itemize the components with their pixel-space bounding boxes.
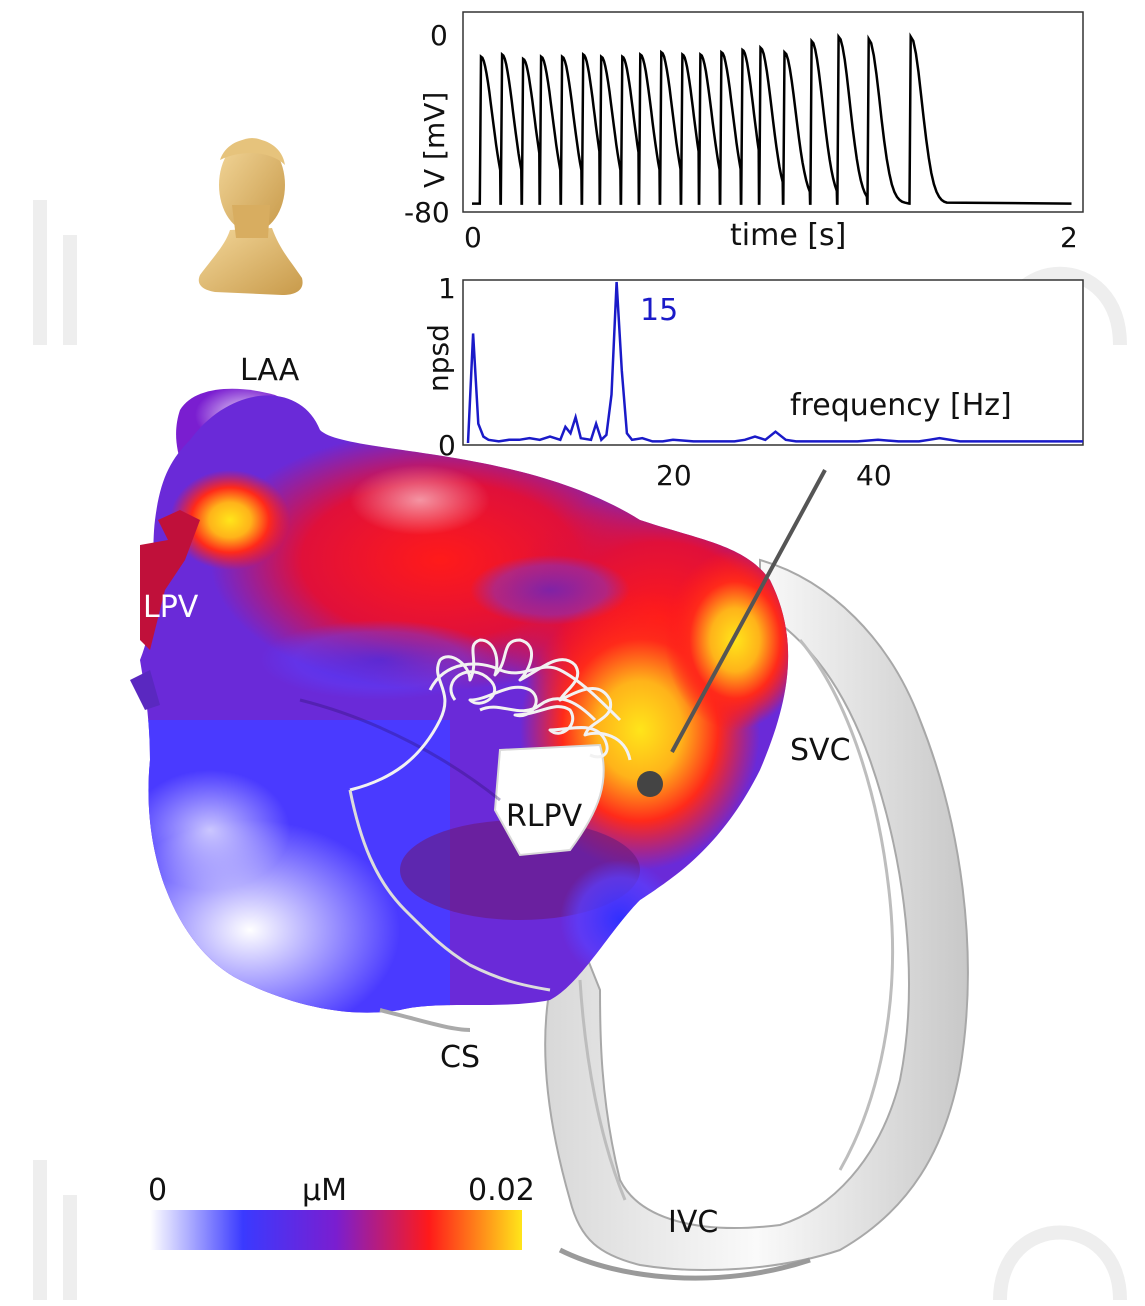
voltage-ytick-top: 0 bbox=[430, 19, 448, 52]
voltage-chart: 0 -80 0 2 time [s] V [mV] bbox=[404, 11, 1084, 254]
label-rlpv: RLPV bbox=[506, 799, 583, 834]
voltage-y-axis-label: V [mV] bbox=[418, 92, 451, 188]
probe-pointer-line bbox=[670, 469, 827, 753]
spectrum-peak-label: 15 bbox=[640, 293, 678, 328]
spectrum-chart-background bbox=[462, 279, 1084, 446]
voltage-xtick-left: 0 bbox=[464, 221, 482, 254]
label-laa: LAA bbox=[240, 353, 300, 388]
colorbar-gradient bbox=[150, 1210, 522, 1250]
spectrum-ytick-bottom: 0 bbox=[438, 429, 456, 462]
probe-electrode-dot bbox=[637, 771, 663, 797]
label-svc: SVC bbox=[790, 733, 851, 768]
left-atrium-surface bbox=[130, 395, 789, 1032]
spectrum-xtick-40: 40 bbox=[856, 459, 892, 492]
spectrum-x-axis-label: frequency [Hz] bbox=[790, 388, 1012, 423]
colorbar-max-label: 0.02 bbox=[468, 1173, 535, 1208]
colorbar: 0 μM 0.02 bbox=[148, 1173, 535, 1250]
colorbar-unit-label: μM bbox=[302, 1173, 347, 1208]
voltage-xtick-right: 2 bbox=[1060, 221, 1078, 254]
voltage-x-axis-label: time [s] bbox=[730, 218, 846, 253]
spectrum-ytick-top: 1 bbox=[438, 272, 456, 305]
head-orientation-icon bbox=[198, 138, 303, 295]
cut-line bbox=[348, 789, 551, 992]
colorbar-min-label: 0 bbox=[148, 1173, 167, 1208]
anatomy-labels: LAA LPV RLPV SVC CS IVC bbox=[143, 353, 851, 1240]
spectrum-y-axis-label: npsd bbox=[422, 324, 455, 392]
rotor-trajectory bbox=[349, 638, 632, 792]
rlpv-opening bbox=[493, 743, 605, 857]
spectrum-chart: 15 1 0 20 40 frequency [Hz] npsd bbox=[422, 272, 1084, 492]
spectrum-xtick-20: 20 bbox=[656, 459, 692, 492]
spectrum-trace-line bbox=[466, 281, 1083, 444]
voltage-trace-line bbox=[472, 32, 1072, 205]
vena-cava-shape bbox=[544, 558, 969, 1281]
voltage-ytick-bottom: -80 bbox=[404, 196, 450, 229]
label-ivc: IVC bbox=[668, 1205, 718, 1240]
label-cs: CS bbox=[440, 1040, 480, 1075]
label-lpv: LPV bbox=[143, 590, 199, 625]
